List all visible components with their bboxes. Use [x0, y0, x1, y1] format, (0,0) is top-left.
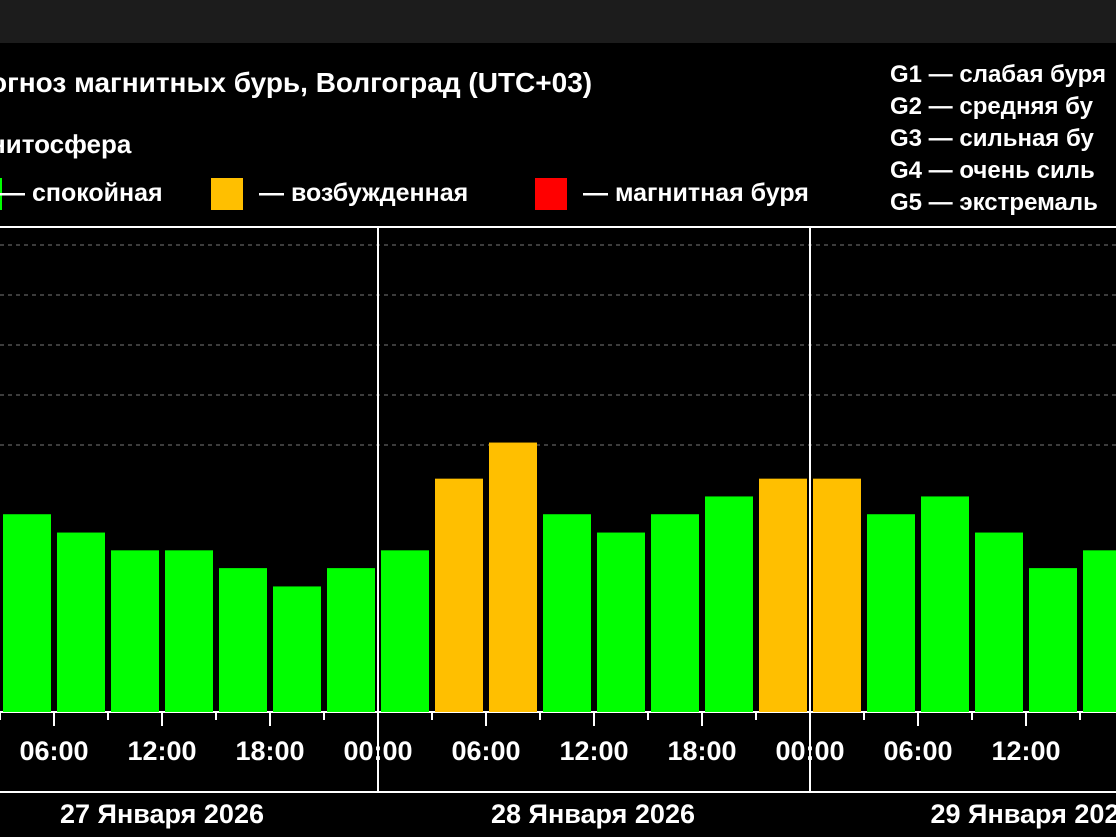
day-label: 29 Января 202 — [931, 799, 1116, 829]
bar-19 — [1029, 568, 1077, 712]
bar-18 — [975, 532, 1023, 712]
scale-legend-g1: G1 — слабая буря — [890, 61, 1106, 88]
x-tick-label: 00:00 — [343, 736, 412, 766]
chart-title: огноз магнитных бурь, Волгоград (UTC+03) — [0, 67, 592, 98]
x-tick-label: 06:00 — [19, 736, 88, 766]
bar-16 — [867, 514, 915, 712]
scale-legend-g4: G4 — очень силь — [890, 157, 1095, 184]
bar-0 — [3, 514, 51, 712]
legend-swatch-active — [211, 178, 243, 210]
bar-13 — [705, 496, 753, 712]
plot-area: 06:00 12:00 18:00 00:00 06:00 12:00 18:00 00:00… — [0, 226, 1116, 829]
bar-8 — [435, 478, 483, 712]
scale-legend-g2: G2 — средняя бу — [890, 93, 1094, 120]
bar-11 — [597, 532, 645, 712]
bar-17 — [921, 496, 969, 712]
legend-label-storm: — магнитная буря — [583, 179, 809, 207]
legend-swatch-quiet — [0, 178, 2, 210]
legend-label-active: — возбужденная — [259, 179, 468, 207]
x-tick-label: 06:00 — [451, 736, 520, 766]
bar-4 — [219, 568, 267, 712]
day-label: 27 Января 2026 — [60, 799, 264, 829]
bar-20 — [1083, 550, 1116, 712]
bar-6 — [327, 568, 375, 712]
x-tick-label: 12:00 — [127, 736, 196, 766]
scale-legend-g5: G5 — экстремаль — [890, 189, 1098, 216]
bar-12 — [651, 514, 699, 712]
bar-14 — [759, 478, 807, 712]
bar-3 — [165, 550, 213, 712]
legend-label-quiet: — спокойная — [0, 179, 163, 207]
bar-7 — [381, 550, 429, 712]
legend-swatch-storm — [535, 178, 567, 210]
x-tick-label: 18:00 — [667, 736, 736, 766]
scale-legend-g3: G3 — сильная бу — [890, 125, 1094, 152]
bar-9 — [489, 442, 537, 712]
day-label: 28 Января 2026 — [491, 799, 695, 829]
x-tick-label: 12:00 — [559, 736, 628, 766]
x-tick-label: 18:00 — [235, 736, 304, 766]
scale-legend: G1 — слабая буря G2 — средняя бу G3 — си… — [890, 61, 1106, 216]
x-tick-label: 00:00 — [775, 736, 844, 766]
bar-15 — [813, 478, 861, 712]
bar-10 — [543, 514, 591, 712]
bar-2 — [111, 550, 159, 712]
legend: — спокойная — возбужденная — магнитная б… — [0, 178, 809, 210]
x-tick-label: 12:00 — [991, 736, 1060, 766]
chart-subtitle: нитосфера — [0, 129, 132, 159]
x-tick-label: 06:00 — [883, 736, 952, 766]
top-bar — [0, 0, 1116, 43]
bar-1 — [57, 532, 105, 712]
bar-5 — [273, 586, 321, 712]
